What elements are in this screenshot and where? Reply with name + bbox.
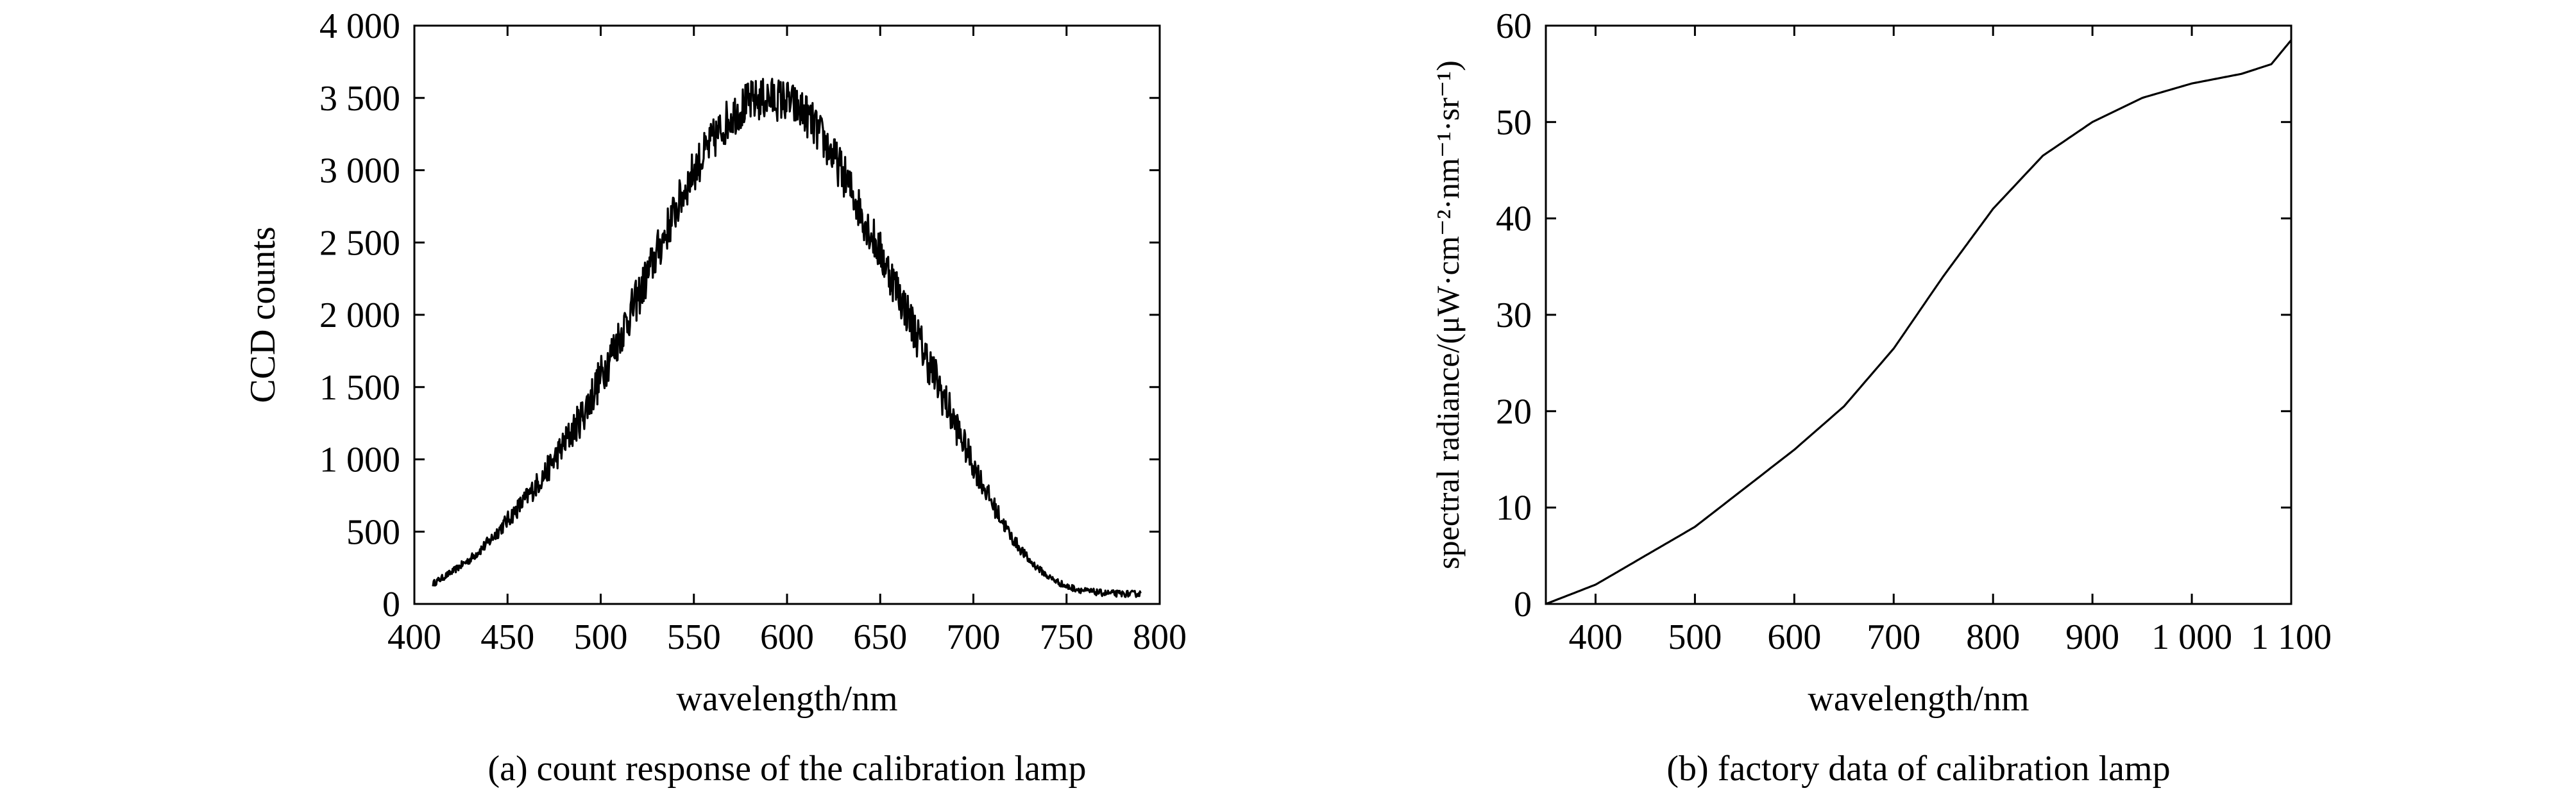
chart-a-x-tick-label: 750: [1040, 617, 1094, 657]
chart-b-series-line: [1545, 39, 2292, 605]
chart-a-y-tick-label: 4 000: [319, 6, 400, 46]
chart-b-y-tick-label: 0: [1514, 585, 1532, 624]
chart-b-x-tick-label: 700: [1867, 617, 1920, 657]
chart-a-y-axis-label: CCD counts: [243, 226, 283, 403]
chart-b-y-tick-label: 60: [1496, 6, 1532, 46]
chart-a-y-ticks: 0 500 1 000 1 500 2 000 2 500 3 000 3 500 4 000: [319, 6, 1160, 624]
chart-b-x-tick-label: 900: [2065, 617, 2119, 657]
chart-a-x-tick-label: 600: [760, 617, 814, 657]
chart-a-y-tick-label: 3 500: [319, 79, 400, 119]
chart-a-plot-frame: [413, 24, 1161, 605]
chart-b-x-tick-label: 600: [1767, 617, 1821, 657]
chart-b-x-tick-label: 400: [1568, 617, 1622, 657]
chart-a-x-ticks: 400 450 500 550 600 650 700 750 800: [387, 26, 1187, 657]
chart-b-plot-frame: [1545, 24, 2292, 605]
chart-a-x-tick-label: 650: [853, 617, 907, 657]
chart-a-x-axis-label: wavelength/nm: [676, 679, 897, 719]
chart-b-y-tick-label: 40: [1496, 199, 1532, 239]
chart-a-x-tick-label: 550: [667, 617, 721, 657]
chart-a-y-tick-label: 1 000: [319, 440, 400, 480]
chart-a-series-line: [432, 78, 1142, 598]
chart-b-y-ticks: 0 10 20 30 40 50 60: [1496, 6, 2291, 624]
chart-a-y-tick-label: 1 500: [319, 368, 400, 408]
chart-a-y-tick-label: 2 500: [319, 223, 400, 263]
chart-b-x-ticks: 400 500 600 700 800 900 1 000 1 100: [1568, 26, 2332, 657]
chart-b-x-tick-label: 1 100: [2251, 617, 2332, 657]
chart-b-x-tick-label: 500: [1668, 617, 1722, 657]
chart-b-y-axis-label: spectral radiance/(μW·cm⁻²·nm⁻¹·sr⁻¹): [1430, 60, 1466, 569]
chart-b-y-tick-label: 20: [1496, 392, 1532, 431]
chart-b-x-axis-label: wavelength/nm: [1808, 679, 2029, 719]
chart-a-y-tick-label: 3 000: [319, 151, 400, 191]
chart-a-x-tick-label: 700: [947, 617, 1001, 657]
chart-b-caption: (b) factory data of calibration lamp: [1666, 749, 2170, 789]
chart-a-y-tick-label: 2 000: [319, 296, 400, 335]
chart-b-y-tick-label: 30: [1496, 296, 1532, 335]
chart-b-y-tick-label: 10: [1496, 489, 1532, 528]
chart-a-caption: (a) count response of the calibration la…: [488, 749, 1087, 789]
chart-b: 400 500 600 700 800 900 1 000 1 100 0 10 20 30 40 50…: [1430, 6, 2332, 789]
chart-a-x-tick-label: 500: [574, 617, 628, 657]
chart-b-x-tick-label: 800: [1966, 617, 2020, 657]
chart-b-x-tick-label: 1 000: [2151, 617, 2232, 657]
chart-a-y-tick-label: 500: [346, 512, 400, 552]
chart-a-x-tick-label: 800: [1133, 617, 1187, 657]
chart-a: 400 450 500 550 600 650 700 750 800 0 500 1 000 1 5…: [243, 6, 1187, 789]
chart-a-y-tick-label: 0: [382, 585, 400, 624]
chart-a-x-tick-label: 450: [480, 617, 534, 657]
chart-b-y-tick-label: 50: [1496, 103, 1532, 142]
chart-a-x-tick-label: 400: [387, 617, 441, 657]
